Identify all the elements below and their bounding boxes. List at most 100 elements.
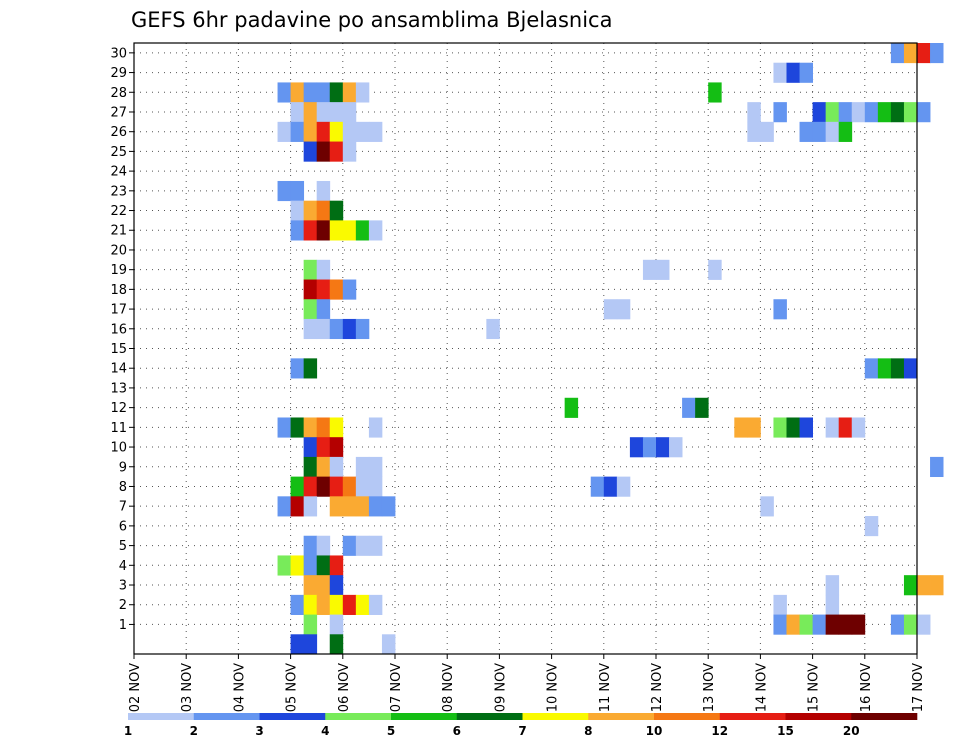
y-tick-label: 13 — [110, 381, 127, 396]
data-cell — [903, 102, 918, 123]
data-cell — [329, 496, 344, 517]
y-tick-label: 17 — [110, 303, 127, 318]
data-cell — [277, 82, 291, 103]
data-cell — [329, 121, 344, 142]
data-cell — [930, 575, 944, 596]
y-tick-label: 18 — [110, 283, 127, 298]
y-tick-label: 15 — [110, 342, 127, 357]
data-cell — [303, 358, 318, 379]
x-tick-label: 12 NOV — [650, 663, 665, 712]
data-cell — [277, 180, 291, 202]
data-cell — [930, 43, 944, 64]
y-tick-label: 8 — [119, 480, 127, 495]
data-cell — [342, 594, 357, 615]
data-cell — [355, 82, 370, 103]
data-cell — [838, 121, 853, 142]
colorbar-segment — [456, 713, 523, 720]
y-tick-label: 22 — [110, 204, 127, 219]
data-cell — [564, 397, 579, 418]
data-cell — [303, 594, 318, 615]
data-cell — [303, 200, 318, 221]
data-cell — [316, 456, 331, 478]
data-cell — [277, 555, 291, 576]
data-cell — [290, 200, 305, 221]
colorbar-label: 12 — [711, 724, 728, 738]
data-cell — [825, 614, 840, 635]
data-cell — [342, 318, 357, 340]
data-cell — [329, 102, 344, 123]
y-tick-label: 25 — [110, 145, 127, 160]
data-cell — [342, 496, 357, 517]
y-tick-label: 11 — [110, 421, 127, 436]
y-tick-label: 4 — [119, 559, 127, 574]
data-cell — [355, 220, 370, 241]
data-cell — [747, 121, 761, 142]
data-cell — [903, 575, 918, 596]
data-cell — [799, 417, 813, 438]
data-cell — [669, 437, 683, 458]
x-tick-label: 06 NOV — [337, 663, 352, 712]
colorbar-segment — [522, 713, 589, 720]
data-cell — [355, 496, 370, 517]
x-tick-label: 05 NOV — [285, 663, 300, 712]
colorbar-segment — [128, 713, 195, 720]
data-cell — [812, 102, 827, 123]
data-cell — [355, 535, 370, 556]
data-cell — [773, 62, 787, 83]
data-cells — [277, 43, 944, 655]
y-tick-label: 30 — [110, 46, 127, 61]
data-cell — [786, 614, 800, 635]
data-cell — [303, 102, 318, 123]
colorbar-segment — [654, 713, 721, 720]
data-cell — [316, 121, 331, 142]
data-cell — [773, 102, 787, 123]
data-cell — [329, 614, 344, 635]
x-tick-label: 14 NOV — [754, 663, 769, 712]
y-tick-label: 21 — [110, 224, 127, 239]
data-cell — [329, 575, 344, 596]
colorbar-segment — [588, 713, 655, 720]
data-cell — [890, 102, 905, 123]
y-tick-label: 14 — [110, 362, 127, 377]
colorbar-label: 4 — [321, 724, 329, 738]
data-cell — [616, 476, 631, 497]
data-cell — [917, 614, 931, 635]
data-cell — [917, 102, 931, 123]
data-cell — [277, 121, 291, 142]
data-cell — [316, 220, 331, 241]
data-cell — [368, 456, 383, 478]
x-tick-label: 08 NOV — [441, 663, 456, 712]
data-cell — [773, 299, 787, 320]
colorbar-segment — [391, 713, 458, 720]
data-cell — [303, 299, 318, 320]
data-cell — [316, 141, 331, 162]
data-cell — [877, 358, 892, 379]
y-tick-label: 7 — [119, 500, 127, 515]
x-tick-label: 17 NOV — [911, 663, 926, 712]
data-cell — [342, 476, 357, 497]
y-tick-label: 3 — [119, 579, 127, 594]
data-cell — [708, 82, 722, 103]
data-cell — [799, 121, 813, 142]
data-cell — [930, 456, 944, 478]
colorbar-label: 6 — [453, 724, 461, 738]
data-cell — [864, 358, 879, 379]
y-tick-label: 19 — [110, 263, 127, 278]
data-cell — [864, 102, 879, 123]
data-cell — [342, 220, 357, 241]
y-axis-ticks: 1234567891011121314151617181920212223242… — [110, 46, 134, 633]
data-cell — [290, 180, 305, 202]
data-cell — [381, 496, 396, 517]
data-cell — [290, 417, 305, 438]
data-cell — [316, 102, 331, 123]
colorbar-label: 7 — [518, 724, 526, 738]
data-cell — [303, 437, 318, 458]
data-cell — [329, 279, 344, 300]
data-cell — [316, 417, 331, 438]
x-tick-label: 04 NOV — [232, 663, 247, 712]
y-tick-label: 10 — [110, 441, 127, 456]
data-cell — [368, 417, 383, 438]
data-cell — [381, 634, 396, 655]
data-cell — [838, 614, 853, 635]
data-cell — [329, 456, 344, 478]
